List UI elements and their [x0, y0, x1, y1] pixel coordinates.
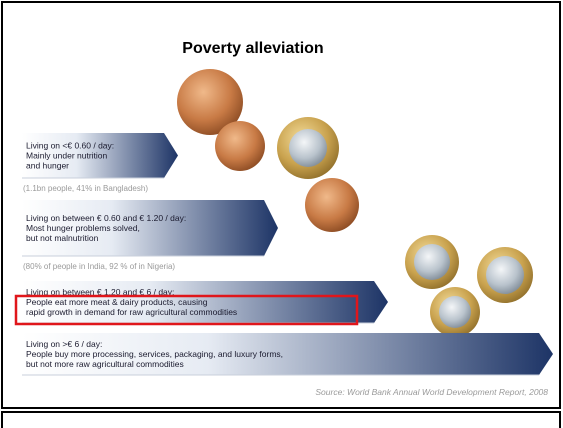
- coins: [177, 69, 533, 337]
- banner-text: Living on between € 1.20 and € 6 / day:: [26, 287, 174, 297]
- banner-text: and hunger: [26, 161, 69, 171]
- source: Source: World Bank Annual World Developm…: [315, 387, 548, 397]
- banner-text: but not malnutrition: [26, 233, 99, 243]
- banner-text: Most hunger problems solved,: [26, 223, 140, 233]
- banner-text: People buy more processing, services, pa…: [26, 349, 283, 359]
- banner-text: rapid growth in demand for raw agricultu…: [26, 307, 237, 317]
- title: Poverty alleviation: [182, 40, 323, 57]
- next-slide-frame: [1, 411, 561, 428]
- banner-text: People eat more meat & dairy products, c…: [26, 297, 208, 307]
- banner-note: (80% of people in India, 92 % of in Nige…: [23, 262, 175, 271]
- highlight-box: [14, 294, 359, 326]
- banner-arrow: [22, 133, 178, 178]
- banner-text: but not more raw agricultural commoditie…: [26, 359, 184, 369]
- banner-arrow: [22, 281, 388, 323]
- banner-arrow: [22, 333, 553, 375]
- banner-text: Living on >€ 6 / day:: [26, 339, 102, 349]
- banner-note: (1.1bn people, 41% in Bangladesh): [23, 184, 148, 193]
- banner-text: Mainly under nutrition: [26, 151, 108, 161]
- banner-text: Living on <€ 0.60 / day:: [26, 141, 114, 151]
- banner-text: Living on between € 0.60 and € 1.20 / da…: [26, 213, 186, 223]
- banner-arrow: [22, 200, 278, 256]
